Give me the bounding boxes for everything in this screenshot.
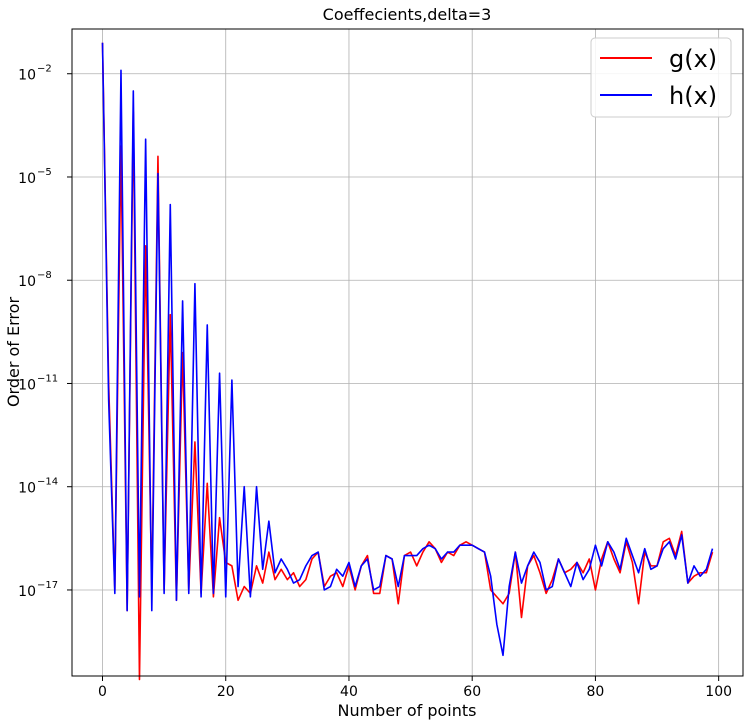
y-tick-exponent: −11: [37, 373, 58, 384]
y-tick-label: 10: [18, 171, 36, 187]
y-tick-label: 10: [18, 377, 36, 393]
legend-label-g: g(x): [669, 45, 717, 73]
y-tick-exponent: −17: [37, 580, 58, 591]
y-tick-label: 10: [18, 274, 36, 290]
y-tick-label: 10: [18, 68, 36, 84]
plot-area-frame: [71, 28, 744, 677]
legend-label-h: h(x): [669, 82, 717, 110]
x-tick-label: 20: [217, 684, 235, 700]
chart-title: Coeffecients,delta=3: [323, 5, 492, 24]
y-tick-label: 10: [18, 481, 36, 497]
x-axis: 0 20 40 60 80 100: [98, 676, 732, 700]
y-tick-exponent: −5: [37, 167, 52, 178]
y-tick-exponent: −2: [37, 64, 52, 75]
legend: g(x) h(x): [590, 37, 732, 118]
x-axis-label: Number of points: [337, 701, 476, 720]
y-tick-exponent: −8: [37, 270, 52, 281]
x-tick-label: 80: [587, 684, 605, 700]
x-tick-label: 40: [340, 684, 358, 700]
x-tick-label: 100: [705, 684, 732, 700]
y-tick-exponent: −14: [37, 477, 58, 488]
grid-lines: [72, 29, 743, 676]
x-tick-label: 0: [98, 684, 107, 700]
x-tick-label: 60: [463, 684, 481, 700]
series-lines: [101, 42, 714, 681]
series-line-hx: [101, 42, 714, 657]
y-tick-label: 10: [18, 584, 36, 600]
series-line-gx: [101, 42, 714, 681]
y-axis-label: Order of Error: [4, 297, 23, 407]
